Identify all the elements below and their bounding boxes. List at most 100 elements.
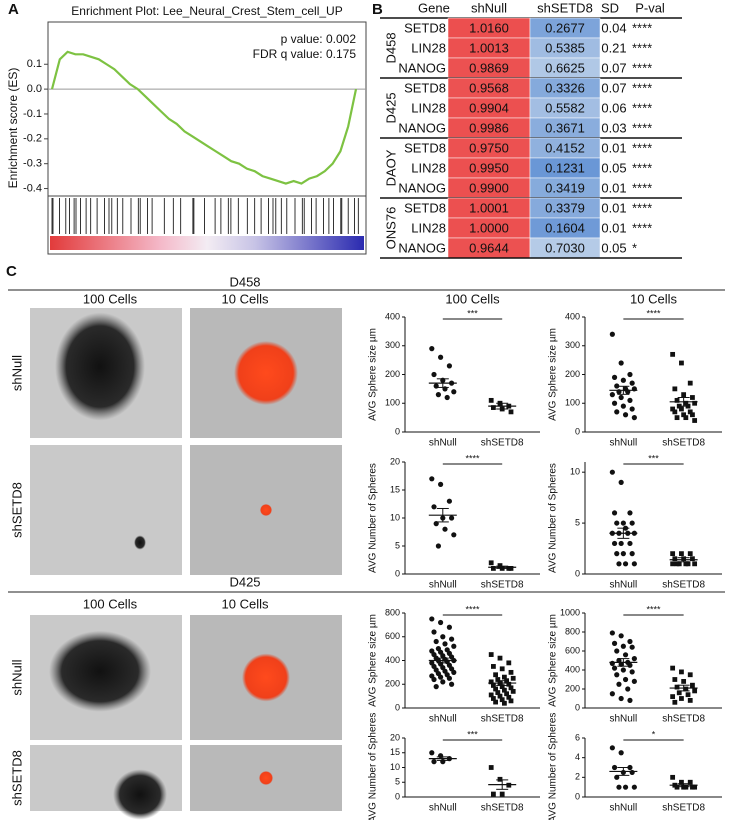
table-cell: 0.1231 [545, 160, 585, 175]
point [622, 652, 629, 658]
x-tick-label: shNull [429, 438, 457, 449]
point [618, 750, 624, 756]
point [683, 415, 689, 421]
point [495, 677, 501, 682]
y-axis-label: AVG Number of Spheres [368, 463, 379, 573]
table-cell: 1.0160 [469, 20, 509, 35]
y-tick-label: 5 [395, 540, 400, 550]
point [609, 469, 615, 475]
point [618, 540, 624, 547]
point [629, 644, 635, 650]
x-tick-label: shNull [609, 580, 637, 591]
point [629, 551, 635, 557]
point [670, 665, 676, 671]
error-bar [617, 767, 630, 776]
y-tick-label: 800 [385, 607, 400, 617]
point [674, 397, 680, 403]
point [690, 395, 695, 400]
x-tick-label: shNull [609, 803, 637, 814]
point [631, 561, 637, 567]
point [670, 561, 676, 567]
sphere-fluor [259, 771, 273, 785]
table-cell: 0.3379 [545, 200, 585, 215]
table-cell: 0.9986 [469, 120, 509, 135]
point [672, 699, 678, 705]
cell-line-label: D425 [229, 574, 260, 589]
table-cell: 1.0013 [469, 40, 509, 55]
significance: **** [646, 604, 661, 614]
point [681, 679, 687, 684]
point [499, 791, 505, 797]
table-header: shSETD8 [537, 0, 593, 15]
error-bar [496, 779, 509, 790]
y-tick-label: -0.4 [23, 182, 42, 194]
point [622, 412, 629, 418]
point [508, 698, 514, 704]
y-tick-label: 100 [565, 398, 580, 408]
column-header: 10 Cells [222, 596, 269, 611]
point [627, 510, 633, 516]
row-label: shNull [9, 355, 24, 391]
group-label: ONS76 [383, 207, 398, 250]
significance: *** [648, 453, 659, 463]
y-axis-label: AVG Sphere size µm [548, 328, 559, 421]
y-tick-label: 0 [575, 791, 580, 801]
y-tick-label: 100 [385, 398, 400, 408]
point [687, 409, 693, 415]
sphere [134, 535, 146, 550]
panel-label: B [372, 1, 383, 18]
point [629, 520, 635, 526]
point [431, 629, 437, 635]
point [491, 683, 496, 688]
point [616, 784, 622, 790]
point [631, 678, 637, 685]
point [614, 672, 620, 678]
point [508, 566, 514, 571]
point [429, 750, 435, 756]
point [438, 354, 444, 360]
error-bar [436, 378, 449, 388]
row-label: shSETD8 [9, 482, 24, 538]
x-tick-label: shSETD8 [481, 438, 524, 449]
group-label: D458 [383, 32, 398, 63]
significance: **** [646, 308, 661, 318]
point [614, 648, 620, 654]
table-cell: 1.0001 [469, 200, 509, 215]
y-tick-label: 200 [565, 369, 580, 379]
point [690, 412, 695, 418]
point [629, 380, 635, 386]
y-tick-label: 600 [565, 645, 580, 655]
table-cell: SETD8 [404, 20, 446, 35]
table-cell: **** [632, 220, 652, 235]
error-bar [496, 565, 509, 569]
y-tick-label: 400 [385, 311, 400, 321]
table-header: shNull [471, 0, 507, 15]
point [692, 418, 698, 423]
point [435, 392, 441, 398]
table-cell: LIN28 [411, 220, 446, 235]
point [674, 415, 680, 421]
point [431, 371, 437, 378]
point [681, 392, 687, 398]
table-cell: 0.9869 [469, 60, 509, 75]
sphere [113, 769, 167, 820]
point [614, 520, 620, 526]
table-cell: SETD8 [404, 80, 446, 95]
point [442, 526, 448, 532]
table-cell: 0.3671 [545, 120, 585, 135]
y-tick-label: 20 [390, 456, 400, 466]
y-axis-label: AVG Sphere size µm [368, 328, 379, 421]
point [451, 532, 457, 538]
column-header: 100 Cells [83, 291, 138, 306]
y-axis-label: AVG Sphere size µm [548, 614, 559, 707]
point [431, 676, 437, 683]
point [627, 540, 633, 547]
point [670, 351, 676, 357]
y-tick-label: 800 [565, 626, 580, 636]
group-label: D425 [383, 92, 398, 123]
point [672, 409, 678, 415]
annotation: FDR q value: 0.175 [253, 47, 357, 61]
column-header: 100 Cells [83, 596, 138, 611]
significance: *** [467, 729, 478, 739]
table-cell: 0.5385 [545, 40, 585, 55]
